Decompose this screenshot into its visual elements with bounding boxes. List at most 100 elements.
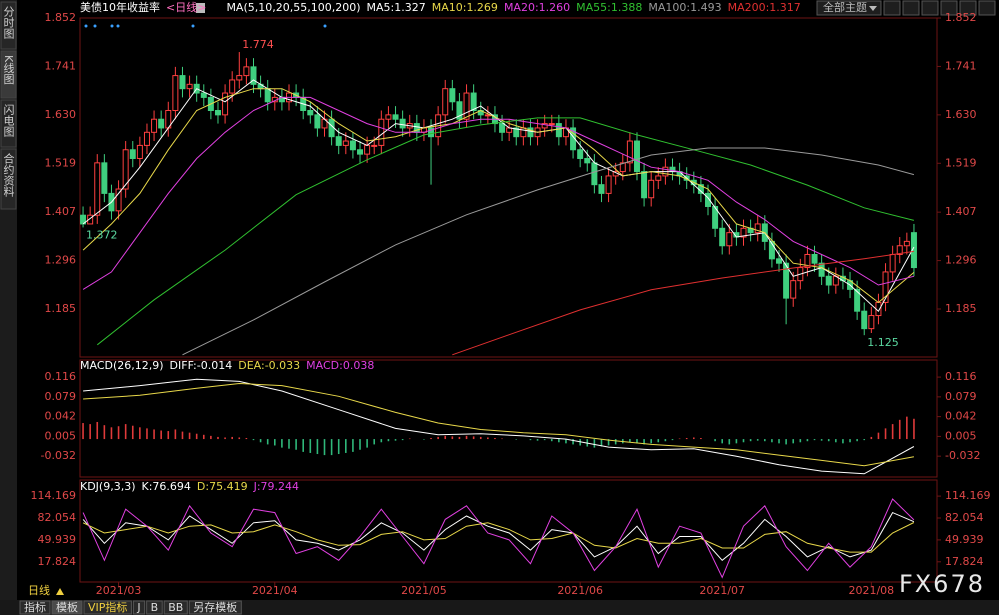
y-tick-label: 0.042 [945, 410, 977, 423]
y-tick-label: 17.824 [945, 555, 984, 568]
candle-body [854, 288, 861, 312]
candle-body [357, 149, 364, 155]
extreme-label: 1.125 [867, 336, 899, 349]
settings-icon[interactable] [196, 3, 205, 13]
x-tick-label: 2021/06 [557, 584, 603, 597]
candle-body [882, 271, 889, 303]
bottom-tab[interactable] [19, 600, 51, 615]
sidebar-tab-label: K线图 [2, 55, 15, 85]
candle-body [371, 144, 378, 147]
candle-body [236, 75, 243, 81]
y-tick-label: 82.054 [945, 511, 984, 524]
candle-body [222, 92, 229, 116]
legend-entry: MA10:1.269 [432, 1, 498, 14]
candle-body [818, 262, 825, 277]
candle-body [868, 315, 875, 330]
candle-body [250, 66, 257, 85]
x-tick-label: 2021/05 [401, 584, 447, 597]
bottom-tab[interactable] [163, 600, 188, 615]
price-frame [79, 17, 938, 358]
candle-body [619, 162, 626, 173]
candle-body [527, 127, 534, 138]
sidebar-tab[interactable] [0, 50, 17, 99]
candle-body [648, 179, 655, 199]
legend-entry: MA55:1.388 [576, 1, 642, 14]
plot-area [80, 52, 917, 356]
candle-body [378, 118, 385, 146]
x-tick-label: 2021/04 [252, 584, 298, 597]
candle-body [456, 101, 463, 120]
legend-entry: MACD(26,12,9) [80, 359, 164, 372]
event-markers [84, 24, 327, 28]
legend-entry: MA20:1.260 [504, 1, 570, 14]
y-tick-label: 17.824 [38, 555, 77, 568]
theme-dropdown[interactable] [816, 0, 882, 16]
y-tick-label: 114.169 [945, 489, 991, 502]
candle-body [349, 140, 356, 151]
bottom-tab[interactable] [83, 600, 132, 615]
candle-body [129, 149, 136, 159]
candle-body [80, 214, 87, 225]
bottom-tab[interactable] [132, 600, 146, 615]
macd-frame [79, 359, 938, 478]
y-tick-label: 114.169 [31, 489, 77, 502]
legend-entry: KDJ(9,3,3) [80, 480, 136, 493]
y-tick-label: 49.939 [38, 533, 77, 546]
y-tick-label: 0.005 [45, 429, 77, 442]
watermark: FX678 [899, 570, 985, 598]
bottom-tab[interactable] [188, 600, 242, 615]
y-tick-label: 1.185 [945, 302, 977, 315]
indicator-line [83, 378, 915, 475]
y-tick-label: 1.741 [945, 59, 977, 72]
candle-body [428, 127, 435, 138]
bottom-tab[interactable] [51, 600, 83, 615]
bottom-tab-label: B [151, 601, 159, 614]
dropdown-arrow [869, 6, 877, 11]
y-tick-label: 1.852 [945, 11, 977, 24]
y-tick-label: 82.054 [38, 511, 77, 524]
sidebar-tab[interactable] [0, 99, 17, 148]
candle-body [101, 162, 108, 194]
y-tick-label: 1.296 [45, 254, 77, 267]
candle-body [910, 232, 917, 269]
indicator-line [82, 96, 915, 290]
y-tick-label: 0.005 [945, 429, 977, 442]
candle-body [364, 144, 371, 155]
legend-entry: MA(5,10,20,55,100,200) [226, 1, 360, 14]
y-tick-label: 1.741 [45, 59, 77, 72]
toolbar-icons[interactable] [883, 0, 996, 16]
candle-body [314, 114, 321, 129]
indicator-line [82, 522, 915, 553]
legend-entry: <日线> [166, 0, 206, 14]
theme-label: 全部主题 [823, 0, 867, 14]
candle-body [861, 310, 868, 330]
period-label[interactable]: 日线 [28, 583, 50, 597]
legend-entry: DEA:-0.033 [238, 359, 300, 372]
candle-body [179, 75, 186, 90]
indicator-line [83, 382, 914, 467]
sidebar-tab[interactable] [0, 1, 17, 50]
indicator-line [82, 88, 915, 304]
candle-body [243, 66, 250, 77]
y-tick-label: 1.407 [945, 205, 977, 218]
sidebar-tab[interactable] [0, 148, 17, 210]
candle-body [541, 123, 548, 129]
legend-entry: MA200:1.317 [728, 1, 801, 14]
y-tick-label: -0.032 [41, 449, 76, 462]
legend-entry: MA5:1.327 [367, 1, 426, 14]
bottom-tab-label: VIP指标 [88, 600, 127, 614]
y-tick-label: 0.079 [45, 390, 77, 403]
y-tick-label: 1.630 [945, 108, 977, 121]
candle-body [790, 280, 797, 299]
bottom-tab[interactable] [146, 600, 163, 615]
candle-body [598, 184, 605, 194]
candle-body [136, 144, 143, 159]
candle-body [513, 127, 520, 138]
bottom-tab-label: 模板 [56, 600, 78, 614]
candle-body [186, 83, 193, 90]
bottom-tab-label: 指标 [24, 600, 46, 614]
y-tick-label: 0.116 [45, 370, 77, 383]
candle-body [264, 88, 271, 103]
candle-body [570, 127, 577, 151]
candle-body [605, 175, 612, 194]
